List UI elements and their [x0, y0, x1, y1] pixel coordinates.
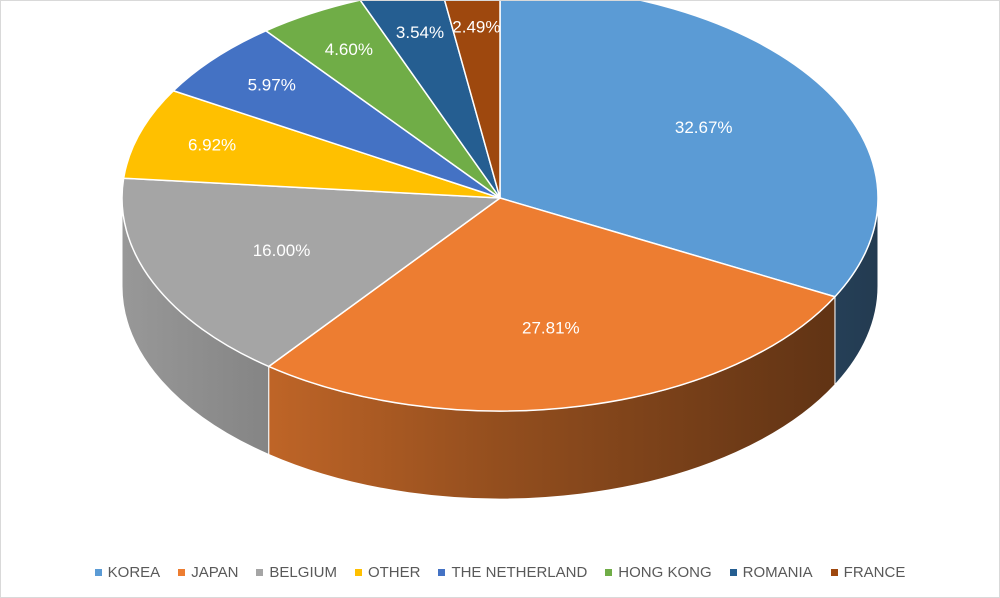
- legend-label-belgium: BELGIUM: [269, 564, 337, 581]
- data-label-korea: 32.67%: [675, 118, 733, 137]
- legend-item-japan[interactable]: JAPAN: [178, 564, 238, 581]
- pie-slice-france[interactable]: [441, 1, 501, 199]
- legend-swatch-hong-kong: [605, 569, 613, 576]
- legend-swatch-other: [354, 569, 362, 576]
- legend-label-other: OTHER: [367, 564, 421, 581]
- data-label-japan: 27.81%: [522, 319, 580, 338]
- legend-swatch-france: [830, 569, 838, 576]
- data-label-other: 6.92%: [188, 135, 236, 154]
- legend-label-japan: JAPAN: [191, 564, 239, 581]
- legend-label-hong-kong: HONG KONG: [618, 564, 712, 581]
- data-label-the-netherland: 5.97%: [248, 76, 296, 95]
- data-label-romania: 3.54%: [396, 23, 444, 42]
- pie-slice-other[interactable]: [122, 89, 501, 199]
- legend-swatch-korea: [94, 569, 102, 576]
- pie-slice-belgium[interactable]: [121, 177, 501, 368]
- legend-label-the-netherland: THE NETHERLAND: [451, 564, 588, 581]
- pie-slice-the-netherland[interactable]: [172, 30, 501, 199]
- pie-slice-romania[interactable]: [359, 1, 501, 199]
- legend-item-korea[interactable]: KOREA: [94, 564, 161, 581]
- pie-slice-hong-kong[interactable]: [265, 1, 501, 199]
- data-label-hong-kong: 4.60%: [325, 40, 373, 59]
- legend-label-france: FRANCE: [843, 564, 906, 581]
- legend-swatch-japan: [178, 569, 186, 576]
- legend-item-the-netherland[interactable]: THE NETHERLAND: [438, 564, 587, 581]
- pie-data-labels: 32.67% 27.81% 16.00% 6.92% 5.97% 4.60% 3.54% 2.…: [188, 18, 733, 338]
- legend-label-romania: ROMANIA: [742, 564, 813, 581]
- legend-item-hong-kong[interactable]: HONG KONG: [605, 564, 712, 581]
- legend-item-other[interactable]: OTHER: [354, 564, 421, 581]
- data-label-france: 2.49%: [452, 18, 500, 37]
- data-label-belgium: 16.00%: [253, 241, 311, 260]
- legend-swatch-romania: [729, 569, 737, 576]
- pie-slice-japan[interactable]: [267, 197, 836, 412]
- legend-item-romania[interactable]: ROMANIA: [729, 564, 813, 581]
- legend-item-france[interactable]: FRANCE: [830, 564, 906, 581]
- pie-slice-korea[interactable]: [499, 1, 879, 298]
- legend-swatch-belgium: [256, 569, 264, 576]
- pie-tops: [121, 1, 879, 412]
- chart-legend: KOREA JAPAN BELGIUM OTHER THE NETHERLAND HONG…: [1, 564, 999, 581]
- legend-label-korea: KOREA: [107, 564, 161, 581]
- legend-item-belgium[interactable]: BELGIUM: [256, 564, 337, 581]
- legend-swatch-the-netherland: [438, 569, 446, 576]
